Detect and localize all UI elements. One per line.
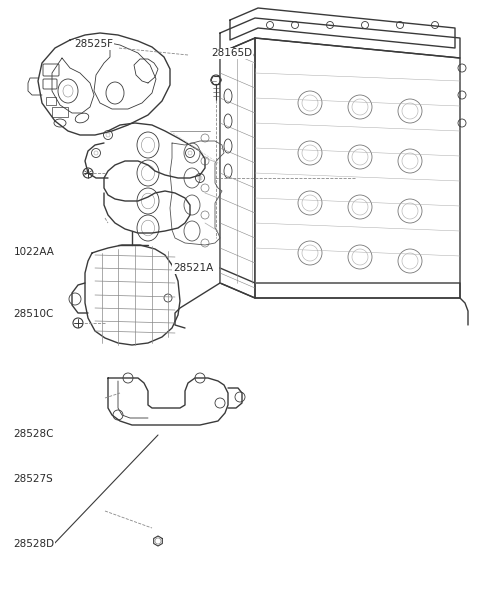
Text: 28528C: 28528C	[13, 429, 54, 439]
Text: 28521A: 28521A	[173, 263, 213, 273]
Text: 1022AA: 1022AA	[13, 247, 54, 257]
Text: 28165D: 28165D	[211, 49, 252, 58]
Text: 28510C: 28510C	[13, 310, 54, 319]
Text: 28528D: 28528D	[13, 540, 55, 549]
Circle shape	[83, 168, 93, 178]
Text: 28525F: 28525F	[74, 40, 113, 49]
Circle shape	[73, 318, 83, 328]
Text: 28527S: 28527S	[13, 474, 53, 483]
